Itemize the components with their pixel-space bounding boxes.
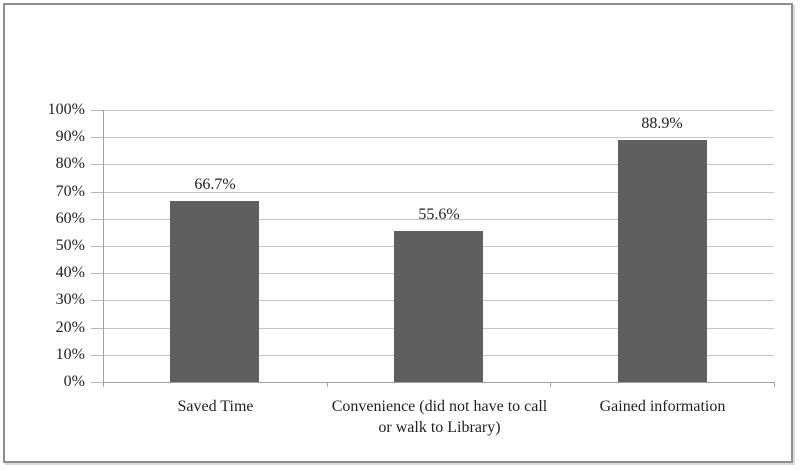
category-label: Gained information: [599, 398, 726, 415]
bar: [170, 201, 259, 382]
y-axis-tick: [91, 328, 103, 329]
y-axis-tick: [91, 192, 103, 193]
y-axis-tick: [91, 246, 103, 247]
x-axis-line: [103, 382, 775, 383]
y-axis-tick: [91, 355, 103, 356]
y-axis-label: 80%: [55, 155, 85, 172]
y-axis-label: 50%: [55, 237, 85, 254]
y-axis-label: 100%: [47, 101, 85, 118]
bar: [618, 140, 707, 382]
y-axis-tick: [91, 273, 103, 274]
x-axis-boundary-tick: [550, 382, 551, 387]
y-axis-label: 30%: [55, 291, 85, 308]
bar-value-label: 55.6%: [418, 206, 460, 223]
gridline: [103, 192, 774, 193]
y-axis-tick: [91, 137, 103, 138]
category-label: Saved Time: [177, 398, 254, 415]
y-axis-tick: [91, 219, 103, 220]
y-axis-line: [103, 110, 104, 387]
y-axis-label: 90%: [55, 128, 85, 145]
y-axis-label: 20%: [55, 319, 85, 336]
category-label: Convenience (did not have to call or wal…: [331, 398, 548, 436]
y-axis-label: 0%: [63, 373, 85, 390]
y-axis-tick: [91, 110, 103, 111]
x-axis-boundary-tick: [103, 382, 104, 387]
gridline: [103, 110, 774, 111]
bar: [394, 231, 483, 382]
gridline: [103, 219, 774, 220]
y-axis-label: 10%: [55, 346, 85, 363]
bar-value-label: 88.9%: [641, 115, 683, 132]
y-axis-label: 60%: [55, 210, 85, 227]
x-axis-boundary-tick: [327, 382, 328, 387]
gridline: [103, 164, 774, 165]
x-axis-boundary-tick: [774, 382, 775, 387]
y-axis-label: 70%: [55, 183, 85, 200]
y-axis-tick: [91, 164, 103, 165]
bar-value-label: 66.7%: [194, 176, 236, 193]
y-axis-label: 40%: [55, 264, 85, 281]
gridline: [103, 137, 774, 138]
y-axis-tick: [91, 300, 103, 301]
y-axis-tick: [91, 382, 103, 383]
